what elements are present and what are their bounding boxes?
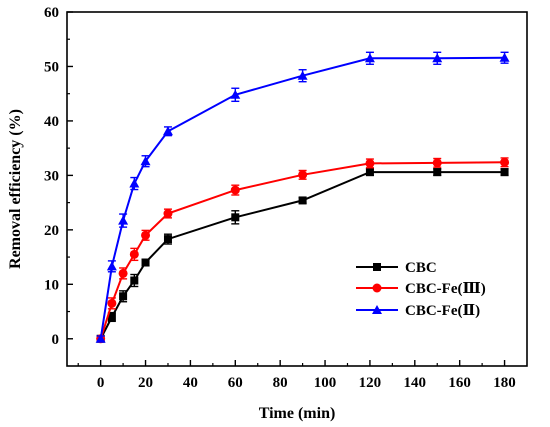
x-tick-label: 40	[183, 375, 198, 391]
x-tick-label: 180	[493, 375, 516, 391]
series-layer	[95, 51, 510, 344]
data-point	[141, 258, 150, 267]
data-point	[140, 156, 151, 166]
legend-label-cbc-fe2: CBC-Fe(Ⅱ)	[405, 303, 480, 319]
data-point	[141, 230, 151, 240]
data-point	[118, 215, 129, 225]
data-point	[130, 276, 139, 285]
plot-frame	[66, 11, 528, 367]
x-tick-label: 120	[359, 375, 382, 391]
x-tick-label: 0	[97, 375, 105, 391]
data-point	[432, 53, 443, 63]
series-2	[95, 51, 510, 343]
data-point	[230, 185, 240, 195]
y-axis: 0 10 20 30 40 50 60	[44, 5, 73, 348]
legend-marker-cbc-fe2	[372, 305, 382, 314]
legend-item-cbc-fe2: CBC-Fe(Ⅱ)	[356, 303, 480, 319]
data-point	[365, 168, 374, 177]
x-tick-label: 140	[404, 375, 427, 391]
y-axis-title: Removal efficiency (%)	[7, 109, 24, 269]
legend-marker-cbc-fe3	[372, 283, 382, 293]
x-tick-label: 20	[138, 375, 153, 391]
data-point	[298, 196, 307, 205]
x-axis-title: Time (min)	[259, 405, 336, 422]
legend-item-cbc: CBC	[356, 260, 437, 276]
legend-item-cbc-fe3: CBC-Fe(Ⅲ)	[356, 281, 486, 297]
data-point	[129, 178, 140, 188]
data-point	[95, 333, 106, 343]
y-tick-label: 50	[44, 59, 59, 75]
legend-label-cbc-fe3: CBC-Fe(Ⅲ)	[405, 281, 486, 297]
data-point	[119, 292, 128, 301]
x-tick-label: 100	[314, 375, 337, 391]
data-point	[432, 158, 442, 168]
data-point	[231, 213, 240, 222]
y-tick-label: 60	[44, 5, 59, 21]
data-point	[499, 52, 510, 62]
y-tick-label: 20	[44, 223, 59, 239]
data-point	[107, 298, 117, 308]
data-point	[162, 126, 173, 136]
data-point	[365, 158, 375, 168]
data-point	[500, 168, 509, 177]
data-point	[107, 312, 116, 321]
legend-marker-cbc	[373, 263, 381, 271]
y-tick-label: 0	[52, 332, 60, 348]
data-point	[118, 268, 128, 278]
x-tick-label: 80	[273, 375, 288, 391]
y-tick-label: 40	[44, 114, 59, 130]
legend-label-cbc: CBC	[405, 260, 437, 276]
data-point	[129, 249, 139, 259]
y-tick-label: 10	[44, 277, 59, 293]
data-point	[297, 70, 308, 80]
data-point	[433, 168, 442, 177]
data-point	[106, 261, 117, 271]
data-point	[163, 235, 172, 244]
y-tick-label: 30	[44, 168, 59, 184]
data-point	[163, 209, 173, 219]
x-tick-label: 160	[448, 375, 471, 391]
data-point	[364, 53, 375, 63]
x-tick-label: 60	[228, 375, 243, 391]
data-point	[500, 157, 510, 167]
x-axis: 0 20 40 60 80 100 120 140 160 180	[77, 360, 516, 391]
data-point	[230, 89, 241, 99]
legend: CBC CBC-Fe(Ⅲ) CBC-Fe(Ⅱ)	[356, 260, 486, 319]
data-point	[298, 170, 308, 180]
